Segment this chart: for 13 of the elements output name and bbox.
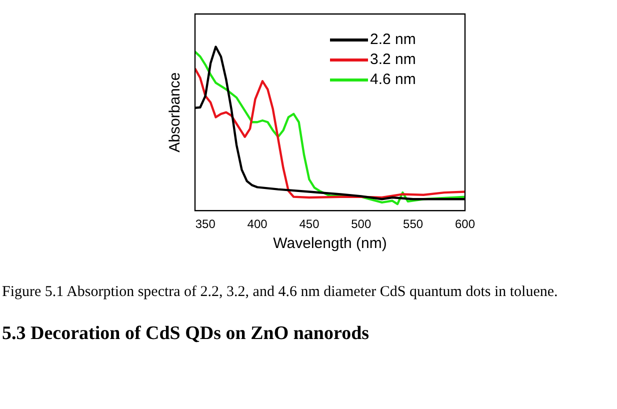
y-axis-title: Absorbance	[166, 72, 184, 152]
legend-label: 3.2 nm	[370, 51, 416, 68]
text: 5.3 Decoration of CdS QDs on ZnO nanorods	[2, 323, 370, 345]
x-tick-label: 500	[351, 217, 372, 232]
legend-label: 2.2 nm	[370, 31, 416, 48]
x-tick-label: 350	[195, 217, 216, 232]
x-tick-label: 550	[403, 217, 424, 232]
x-axis-title: Wavelength (nm)	[273, 235, 387, 252]
x-tick-label: 450	[299, 217, 320, 232]
caption: Figure 5.1 Absorption spectra of 2.2, 3.2, and 4.6 nm diameter CdS quantum dots in toluene.	[2, 283, 559, 302]
legend-label: 4.6 nm	[370, 71, 416, 88]
x-tick-label: 600	[454, 217, 476, 232]
x-tick-label: 400	[247, 217, 268, 232]
